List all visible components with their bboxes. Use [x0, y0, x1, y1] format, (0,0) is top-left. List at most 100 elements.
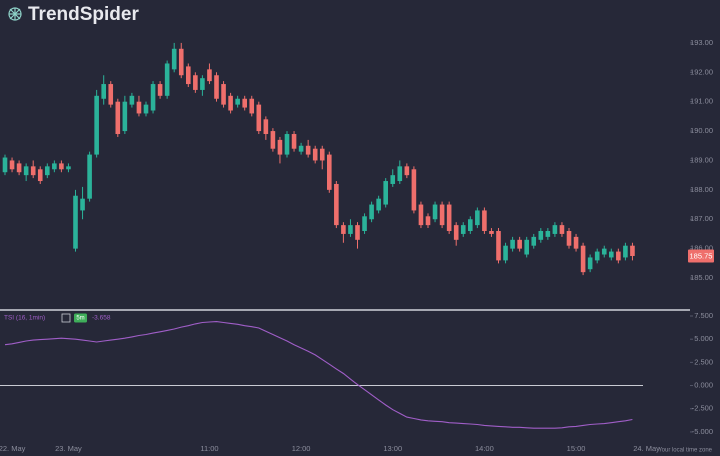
y-tick-label: 2.500	[694, 357, 713, 366]
candle-body	[594, 251, 600, 261]
x-tick-label: 11:00	[200, 444, 218, 453]
candle-body	[383, 181, 388, 205]
candle-body	[108, 84, 114, 105]
y-tick-label: 7.500	[694, 311, 713, 320]
candle-body	[94, 95, 99, 155]
candle-body	[37, 169, 43, 182]
candle-body	[517, 239, 522, 249]
candle-body	[143, 104, 149, 114]
legend-toggle	[61, 313, 71, 323]
candle-body	[601, 248, 607, 255]
candle-body	[101, 84, 106, 99]
candle-body	[460, 225, 466, 234]
last-price-box	[688, 249, 714, 263]
candle-body	[221, 84, 226, 105]
candle-body	[207, 69, 212, 82]
y-tick-label: 188.00	[690, 185, 713, 194]
indicator-line	[4, 321, 633, 429]
candle-body	[164, 63, 170, 96]
candle-body	[489, 231, 494, 234]
candle-body	[418, 204, 424, 226]
candle-body	[453, 225, 459, 240]
y-tick-label: 185.00	[690, 273, 713, 282]
candle-body	[482, 210, 487, 231]
y-tick-label: 193.00	[690, 38, 713, 47]
candle-body	[122, 101, 128, 132]
candle-body	[510, 239, 515, 249]
x-tick-label: 12:00	[292, 444, 311, 453]
candle-body	[397, 166, 403, 182]
y-tick-label: 5.000	[694, 334, 713, 343]
candle-body	[73, 195, 78, 249]
candle-body	[16, 163, 22, 173]
y-tick-label: -2.500	[692, 404, 713, 413]
candle-body	[630, 245, 635, 256]
candle-body	[341, 225, 346, 234]
candle-body	[30, 166, 36, 176]
candle-body	[616, 251, 621, 261]
candle-body	[538, 231, 544, 240]
candle-body	[214, 75, 219, 99]
candle-body	[284, 134, 290, 155]
logo-icon	[8, 7, 22, 21]
candle-body	[609, 251, 614, 258]
x-tick-label: 23. May	[55, 444, 82, 453]
candle-body	[432, 204, 438, 220]
candle-body	[355, 225, 360, 240]
candle-body	[425, 216, 431, 226]
legend-name: TSI (16, 1min)	[4, 315, 45, 322]
candle-body	[87, 154, 92, 199]
candle-body	[531, 236, 537, 246]
candle-body	[305, 145, 311, 155]
legend-value: -3.658	[92, 315, 111, 322]
y-tick-label: 190.00	[690, 126, 713, 135]
candle-body	[369, 204, 374, 220]
candle-body	[178, 48, 184, 76]
x-tick-label: 14:00	[475, 444, 494, 453]
candle-body	[580, 245, 586, 273]
candle-body	[80, 198, 85, 211]
interval-badge	[74, 313, 87, 323]
candle-body	[45, 166, 50, 176]
candle-body	[263, 119, 269, 135]
candle-body	[587, 257, 593, 270]
y-tick-label: 0.000	[694, 381, 713, 390]
candle-body	[171, 48, 177, 70]
candle-body	[348, 225, 353, 234]
y-tick-label: 192.00	[690, 67, 713, 76]
candle-body	[545, 231, 551, 237]
x-tick-label: 13:00	[383, 444, 402, 453]
candle-body	[376, 198, 381, 211]
candle-body	[277, 139, 283, 155]
candle-body	[235, 98, 240, 105]
candle-body	[446, 204, 452, 231]
last-price-label: 185.75	[690, 251, 713, 260]
candle-body	[404, 166, 410, 176]
candle-body	[136, 101, 142, 114]
y-tick-label: 186.00	[690, 244, 713, 253]
candle-body	[52, 163, 57, 170]
candle-body	[468, 219, 473, 231]
candle-body	[362, 216, 367, 231]
candle-body	[559, 225, 565, 234]
candle-body	[9, 160, 15, 170]
candle-body	[115, 101, 121, 135]
candle-body	[186, 66, 191, 85]
candle-body	[524, 239, 529, 255]
candle-body	[475, 210, 480, 226]
candle-body	[2, 157, 8, 173]
candle-body	[129, 95, 135, 105]
candle-body	[256, 104, 262, 132]
candle-body	[298, 145, 304, 152]
y-tick-label: -5.000	[692, 427, 713, 436]
interval-label: 5m	[76, 316, 84, 322]
candle-body	[249, 98, 255, 114]
candle-body	[327, 154, 332, 190]
candle-body	[439, 204, 445, 226]
candle-body	[573, 236, 579, 249]
candle-body	[566, 231, 572, 246]
candle-body	[59, 163, 64, 170]
timezone-note: Your local time zone	[658, 448, 712, 454]
